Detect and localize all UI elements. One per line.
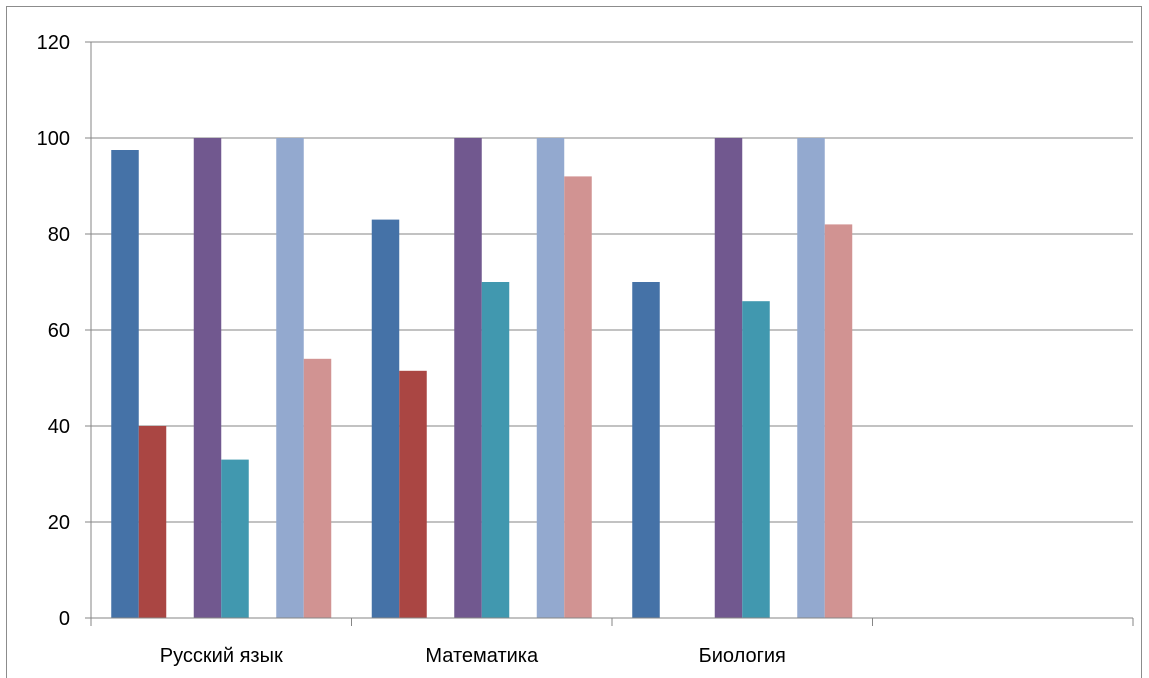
gridlines bbox=[91, 41, 1133, 523]
y-tick-label: 0 bbox=[59, 608, 70, 630]
bar-cat2-series3 bbox=[742, 301, 770, 618]
y-tick-label: 100 bbox=[37, 128, 70, 150]
x-tick-label: Русский язык bbox=[160, 645, 283, 667]
bar-cat0-series5 bbox=[303, 358, 332, 618]
y-tick-label: 40 bbox=[48, 416, 70, 438]
bar-cat1-series3 bbox=[481, 282, 510, 618]
y-tick-label: 120 bbox=[37, 32, 70, 54]
bar-cat0-series1 bbox=[138, 426, 167, 618]
x-tick-labels: Русский язык Математика Биология bbox=[160, 645, 786, 667]
bar-cat2-series2 bbox=[714, 138, 743, 618]
bar-cat2-series0 bbox=[632, 282, 660, 618]
bar-cat2-series5 bbox=[824, 224, 853, 618]
bar-cat2-series4 bbox=[797, 138, 825, 618]
y-tick-labels: 0 20 40 60 80 100 120 bbox=[37, 32, 70, 630]
bar-cat0-series3 bbox=[221, 459, 249, 618]
bars bbox=[111, 138, 853, 618]
bar-cat1-series5 bbox=[564, 176, 592, 618]
x-tick-label: Математика bbox=[425, 645, 539, 667]
bar-cat1-series1 bbox=[399, 370, 427, 618]
bar-cat1-series2 bbox=[454, 138, 482, 618]
y-tick-label: 80 bbox=[48, 224, 70, 246]
y-tick-label: 60 bbox=[48, 320, 70, 342]
bar-cat1-series4 bbox=[536, 138, 565, 618]
bar-cat0-series0 bbox=[111, 150, 139, 618]
bar-cat1-series0 bbox=[371, 219, 400, 618]
y-tick-label: 20 bbox=[48, 512, 70, 534]
x-tick-label: Биология bbox=[699, 645, 786, 667]
bar-cat0-series4 bbox=[276, 138, 304, 618]
axes bbox=[85, 41, 1134, 626]
bar-cat0-series2 bbox=[193, 138, 222, 618]
